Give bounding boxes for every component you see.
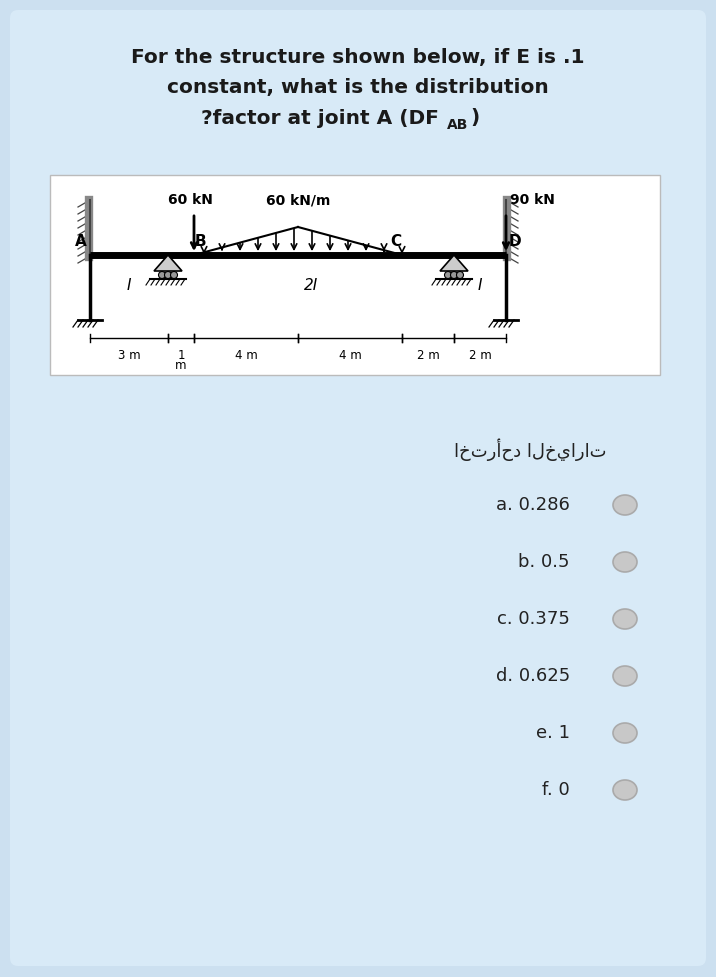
Text: C: C [390, 234, 401, 249]
Text: I: I [478, 277, 483, 292]
Text: For the structure shown below, if E is .1: For the structure shown below, if E is .… [131, 49, 585, 67]
Text: constant, what is the distribution: constant, what is the distribution [167, 78, 549, 98]
Text: B: B [195, 234, 207, 249]
Text: b. 0.5: b. 0.5 [518, 553, 570, 571]
Text: 60 kN/m: 60 kN/m [266, 193, 330, 207]
Circle shape [457, 272, 463, 278]
Circle shape [158, 272, 165, 278]
Text: 4 m: 4 m [235, 349, 257, 362]
Text: e. 1: e. 1 [536, 724, 570, 742]
Text: f. 0: f. 0 [542, 781, 570, 799]
Circle shape [445, 272, 452, 278]
Polygon shape [154, 255, 182, 271]
Text: اخترأحد الخيارات: اخترأحد الخيارات [454, 439, 606, 461]
Ellipse shape [613, 495, 637, 515]
Circle shape [170, 272, 178, 278]
Text: I: I [127, 277, 131, 292]
Ellipse shape [613, 666, 637, 686]
FancyBboxPatch shape [10, 10, 706, 966]
Text: ): ) [470, 108, 480, 128]
Text: m: m [175, 359, 187, 372]
Text: 1: 1 [178, 349, 185, 362]
Text: 3 m: 3 m [117, 349, 140, 362]
Text: 2 m: 2 m [417, 349, 440, 362]
Circle shape [165, 272, 172, 278]
Polygon shape [440, 255, 468, 271]
Ellipse shape [613, 552, 637, 572]
Ellipse shape [613, 609, 637, 629]
Text: 90 kN: 90 kN [510, 193, 555, 207]
Text: 2 m: 2 m [469, 349, 491, 362]
Text: ?factor at joint A (DF: ?factor at joint A (DF [201, 108, 439, 128]
FancyBboxPatch shape [50, 175, 660, 375]
Text: D: D [509, 234, 522, 249]
Ellipse shape [613, 723, 637, 743]
Ellipse shape [613, 780, 637, 800]
Text: AB: AB [448, 118, 469, 132]
Text: c. 0.375: c. 0.375 [497, 610, 570, 628]
Text: A: A [75, 234, 87, 249]
Text: 2I: 2I [304, 277, 318, 292]
Text: d. 0.625: d. 0.625 [495, 667, 570, 685]
Text: a. 0.286: a. 0.286 [496, 496, 570, 514]
Circle shape [450, 272, 458, 278]
Text: 60 kN: 60 kN [168, 193, 213, 207]
Text: 4 m: 4 m [339, 349, 362, 362]
